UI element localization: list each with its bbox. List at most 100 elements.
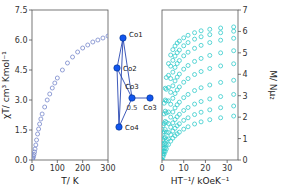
y-tick — [29, 100, 32, 101]
point — [219, 31, 223, 35]
point — [35, 138, 39, 142]
point — [43, 105, 47, 109]
point — [162, 101, 166, 105]
point — [182, 118, 186, 122]
y-tick — [238, 74, 241, 75]
y-tick-label: 2 — [243, 113, 248, 122]
x-tick — [162, 160, 163, 163]
point — [71, 55, 75, 59]
y-tick — [29, 10, 32, 11]
point — [39, 117, 43, 121]
point — [193, 46, 197, 50]
point — [50, 86, 54, 90]
point — [162, 112, 166, 116]
point — [173, 65, 177, 69]
point — [171, 129, 175, 133]
point — [162, 138, 165, 142]
x-tick — [183, 160, 184, 163]
co-atom — [120, 35, 126, 41]
point — [219, 116, 223, 120]
point — [162, 158, 164, 160]
y-tick — [238, 95, 241, 96]
point — [173, 126, 177, 130]
point — [232, 29, 236, 33]
point — [208, 118, 212, 122]
x-tick — [227, 160, 228, 163]
point — [171, 96, 175, 100]
point — [182, 80, 186, 84]
point — [175, 51, 179, 55]
figure: 01002003000.01.53.04.56.07.5T/ KχT/ cm³ … — [0, 0, 282, 189]
point — [193, 113, 197, 117]
point — [232, 92, 236, 96]
point — [169, 115, 173, 119]
point — [60, 68, 64, 72]
co-atom — [129, 95, 135, 101]
point — [162, 124, 165, 128]
point — [199, 86, 203, 90]
y-tick — [29, 70, 32, 71]
point — [232, 49, 236, 53]
point — [171, 84, 175, 88]
point — [232, 25, 236, 29]
point — [182, 109, 186, 113]
x-tick-label: 100 — [50, 164, 65, 173]
point — [177, 48, 181, 52]
y-tick-label: 1 — [243, 135, 248, 144]
point — [173, 118, 177, 122]
co-atom — [116, 124, 122, 130]
point — [219, 64, 223, 68]
annotation: Co2 — [123, 65, 137, 73]
point — [219, 80, 223, 84]
point — [208, 27, 212, 31]
y-axis-label: M/ Nμ₂ — [268, 70, 278, 100]
y-tick — [238, 31, 241, 32]
y-tick — [238, 117, 241, 118]
point — [162, 158, 164, 160]
point — [171, 70, 175, 74]
point — [101, 36, 105, 40]
point — [232, 114, 236, 118]
y-tick-label: 5 — [243, 49, 248, 58]
point — [173, 79, 177, 83]
point — [219, 38, 223, 42]
y-tick-label: 3 — [243, 92, 248, 101]
x-tick — [32, 160, 33, 163]
point — [177, 130, 181, 134]
y-tick — [29, 40, 32, 41]
point — [162, 131, 165, 135]
point — [182, 96, 186, 100]
y-tick-label: 7.5 — [15, 6, 28, 15]
y-tick-label: 6 — [243, 27, 248, 36]
point — [167, 62, 171, 66]
y-tick — [238, 52, 241, 53]
point — [162, 158, 164, 160]
point — [199, 120, 203, 124]
point — [177, 39, 181, 43]
point — [164, 76, 168, 80]
annotation: 0.5 — [126, 104, 137, 112]
point — [208, 83, 212, 87]
point — [162, 158, 164, 160]
point — [36, 132, 40, 136]
point — [45, 98, 49, 102]
point — [162, 158, 164, 160]
x-tick-label: 0 — [159, 164, 164, 173]
point — [169, 53, 173, 57]
point — [169, 90, 173, 94]
y-tick-label: 7 — [243, 6, 248, 15]
point — [162, 143, 165, 147]
y-tick-label: 4 — [243, 70, 248, 79]
point — [186, 116, 190, 120]
y-tick-label: 1.5 — [15, 126, 28, 135]
point — [182, 36, 186, 40]
point — [193, 59, 197, 63]
y-tick — [29, 130, 32, 131]
x-axis-label: T/ K — [60, 176, 79, 186]
x-tick-label: 20 — [200, 164, 210, 173]
point — [232, 36, 236, 40]
plot-frame — [162, 10, 238, 160]
y-tick — [29, 160, 32, 161]
point — [193, 102, 197, 106]
marks — [32, 34, 108, 160]
